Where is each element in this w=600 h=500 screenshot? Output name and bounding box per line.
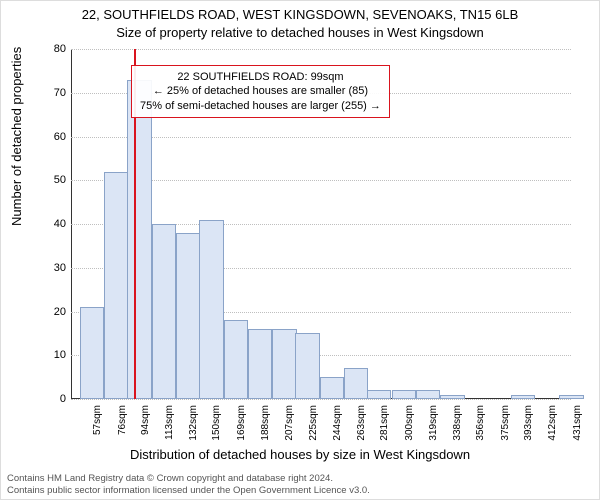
histogram-bar [392, 390, 416, 399]
histogram-bar [320, 377, 344, 399]
x-tick-label: 188sqm [260, 405, 271, 445]
y-tick-label: 30 [41, 262, 66, 274]
y-axis-label: Number of detached properties [9, 47, 24, 226]
histogram-bar [199, 220, 223, 399]
gridline [71, 49, 571, 50]
x-tick-label: 375sqm [500, 405, 511, 445]
x-tick-label: 300sqm [404, 405, 415, 445]
histogram-bar [559, 395, 583, 399]
info-line-2: ← 25% of detached houses are smaller (85… [140, 84, 381, 98]
histogram-bar [367, 390, 391, 399]
y-tick-label: 40 [41, 218, 66, 230]
x-tick-label: 431sqm [572, 405, 583, 445]
histogram-bar [104, 172, 128, 400]
histogram-bar [176, 233, 200, 399]
info-line-1: 22 SOUTHFIELDS ROAD: 99sqm [140, 70, 381, 84]
x-tick-label: 113sqm [164, 405, 175, 445]
y-tick-label: 60 [41, 131, 66, 143]
info-line-3: 75% of semi-detached houses are larger (… [140, 99, 381, 113]
histogram-bar [80, 307, 104, 399]
y-tick-label: 0 [41, 393, 66, 405]
attribution-line-2: Contains public sector information licen… [7, 485, 370, 497]
x-tick-label: 319sqm [428, 405, 439, 445]
x-tick-label: 225sqm [308, 405, 319, 445]
x-tick-label: 393sqm [523, 405, 534, 445]
x-tick-label: 169sqm [236, 405, 247, 445]
histogram-bar [295, 333, 319, 399]
info-box: 22 SOUTHFIELDS ROAD: 99sqm ← 25% of deta… [131, 65, 390, 118]
x-tick-label: 338sqm [452, 405, 463, 445]
x-tick-label: 244sqm [332, 405, 343, 445]
histogram-bar [248, 329, 272, 399]
y-tick-label: 80 [41, 43, 66, 55]
x-tick-label: 356sqm [475, 405, 486, 445]
x-tick-label: 207sqm [284, 405, 295, 445]
gridline [71, 399, 571, 400]
x-axis-label: Distribution of detached houses by size … [1, 447, 599, 462]
x-tick-label: 150sqm [211, 405, 222, 445]
histogram-bar [344, 368, 368, 399]
title-address: 22, SOUTHFIELDS ROAD, WEST KINGSDOWN, SE… [1, 7, 599, 22]
y-tick-label: 70 [41, 87, 66, 99]
x-tick-label: 412sqm [547, 405, 558, 445]
x-tick-label: 263sqm [356, 405, 367, 445]
y-tick-label: 10 [41, 349, 66, 361]
histogram-bar [127, 80, 151, 399]
histogram-bar [440, 395, 464, 399]
histogram-bar [272, 329, 296, 399]
x-tick-label: 76sqm [117, 405, 128, 445]
y-tick-label: 50 [41, 174, 66, 186]
x-tick-label: 94sqm [140, 405, 151, 445]
title-sub: Size of property relative to detached ho… [1, 25, 599, 40]
x-tick-label: 132sqm [188, 405, 199, 445]
histogram-bar [224, 320, 248, 399]
histogram-plot: 0102030405060708057sqm76sqm94sqm113sqm13… [71, 49, 571, 399]
y-tick-label: 20 [41, 306, 66, 318]
histogram-bar [511, 395, 535, 399]
x-tick-label: 281sqm [379, 405, 390, 445]
histogram-bar [416, 390, 440, 399]
attribution-line-1: Contains HM Land Registry data © Crown c… [7, 473, 370, 485]
x-tick-label: 57sqm [92, 405, 103, 445]
histogram-bar [152, 224, 176, 399]
attribution: Contains HM Land Registry data © Crown c… [7, 473, 370, 497]
